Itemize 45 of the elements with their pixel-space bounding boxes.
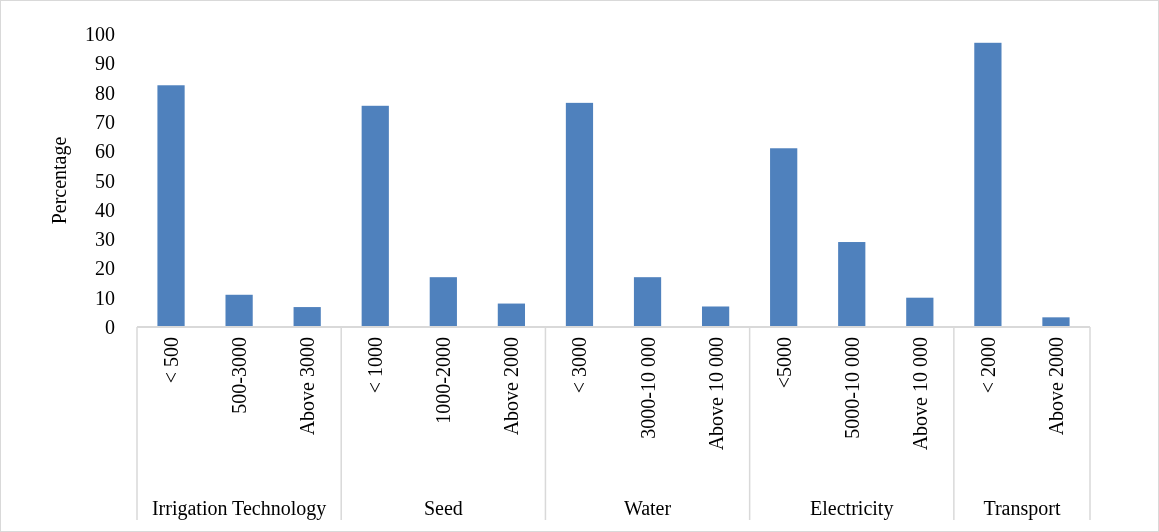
y-tick-label: 40 — [95, 198, 115, 221]
bar — [157, 85, 185, 327]
y-tick-label: 90 — [95, 52, 115, 75]
bar — [701, 306, 730, 327]
x-tick-label: < 1000 — [364, 337, 387, 394]
y-tick-label: 60 — [95, 140, 115, 163]
y-axis-title: Percentage — [48, 136, 71, 225]
text: Irrigation Technology — [151, 497, 327, 520]
x-tick-label: Above 10 000 — [908, 337, 931, 451]
bar — [497, 303, 526, 327]
y-tick-label: 30 — [95, 228, 115, 251]
x-tick-label: 3000-10 000 — [636, 337, 659, 439]
x-tick-label: < 2000 — [976, 337, 999, 394]
bar — [838, 242, 866, 327]
x-tick-label: Above 3000 — [296, 337, 319, 436]
text: Water — [623, 497, 672, 519]
x-tick-label: < 3000 — [568, 337, 591, 394]
bar — [361, 105, 389, 327]
x-tick-label: Above 2000 — [500, 337, 523, 436]
bar — [565, 102, 594, 327]
y-tick-label: 50 — [95, 169, 115, 192]
bar — [1042, 317, 1070, 327]
x-tick-label: 1000-2000 — [432, 337, 455, 424]
x-tick-label: 500-3000 — [228, 337, 251, 414]
y-tick-label: 70 — [95, 110, 115, 133]
bar — [633, 277, 662, 327]
y-tick-label: 100 — [85, 23, 115, 45]
text: Transport — [983, 497, 1061, 520]
x-tick-label: <5000 — [772, 337, 795, 389]
x-tick-label: Above 2000 — [1044, 337, 1067, 436]
y-tick-label: 10 — [95, 286, 115, 309]
text: Seed — [423, 497, 463, 519]
bar — [293, 307, 321, 327]
x-tick-label: < 500 — [160, 337, 183, 384]
y-tick-label: 20 — [95, 257, 115, 280]
text: Electricity — [810, 497, 894, 520]
y-tick-label: 0 — [105, 316, 115, 338]
bar — [429, 277, 457, 327]
bar — [225, 294, 253, 327]
bar — [974, 42, 1002, 327]
bar — [770, 148, 798, 327]
bar — [906, 297, 934, 327]
y-tick-label: 80 — [95, 81, 115, 104]
x-tick-label: 5000-10 000 — [840, 337, 863, 439]
x-tick-label: Above 10 000 — [704, 337, 727, 451]
